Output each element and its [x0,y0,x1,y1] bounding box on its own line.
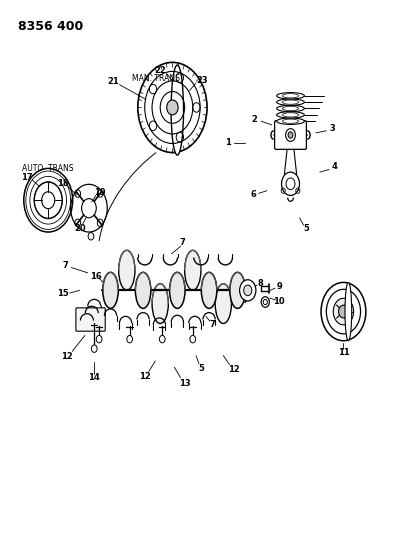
Text: 15: 15 [56,288,68,297]
Text: 2: 2 [251,115,257,124]
Circle shape [91,345,97,352]
Ellipse shape [282,94,298,98]
Ellipse shape [276,99,303,106]
Text: 21: 21 [107,77,119,86]
Circle shape [189,335,195,343]
Text: 17: 17 [21,173,32,182]
Text: 10: 10 [273,297,284,306]
Ellipse shape [152,284,168,324]
Circle shape [159,335,165,343]
Text: 23: 23 [196,76,207,85]
Text: 5: 5 [198,364,203,373]
Ellipse shape [282,119,298,123]
Text: 16: 16 [90,271,101,280]
FancyBboxPatch shape [274,120,306,149]
Text: 4: 4 [331,163,337,171]
Text: 3: 3 [328,124,334,133]
Circle shape [281,172,299,196]
Circle shape [126,335,132,343]
Text: 12: 12 [61,352,73,361]
Circle shape [326,289,360,334]
Ellipse shape [201,272,216,309]
Text: 13: 13 [178,378,190,387]
Circle shape [285,178,294,190]
Text: 5: 5 [302,224,308,233]
Text: 20: 20 [74,224,85,233]
FancyBboxPatch shape [76,308,105,331]
Text: 9: 9 [276,282,281,291]
Text: 7: 7 [179,238,185,247]
Text: 7: 7 [63,261,68,270]
Text: 19: 19 [94,188,106,197]
Ellipse shape [215,284,231,324]
Ellipse shape [276,118,303,124]
Circle shape [261,297,269,308]
Ellipse shape [282,100,298,104]
Text: 8356 400: 8356 400 [18,20,83,33]
Circle shape [239,280,255,301]
Ellipse shape [276,112,303,118]
Text: 8: 8 [257,279,263,288]
Circle shape [96,335,102,343]
Ellipse shape [276,106,303,112]
Text: 18: 18 [56,179,68,188]
Text: 1: 1 [224,139,230,148]
Circle shape [88,232,94,240]
Ellipse shape [135,272,151,309]
Text: 7: 7 [242,296,248,305]
Text: 12: 12 [139,372,150,381]
Text: MAN. TRANS: MAN. TRANS [132,74,180,83]
Circle shape [243,285,251,296]
Text: 22: 22 [154,66,166,75]
Circle shape [288,132,292,138]
Text: 7: 7 [209,320,215,329]
Ellipse shape [344,282,351,341]
Ellipse shape [118,251,135,290]
Ellipse shape [184,251,200,290]
Text: 6: 6 [249,190,255,199]
Circle shape [166,100,178,115]
Circle shape [285,128,294,141]
Ellipse shape [103,272,118,309]
Text: 14: 14 [88,373,100,382]
Ellipse shape [171,65,183,155]
Ellipse shape [229,272,245,309]
Ellipse shape [169,272,184,309]
Circle shape [333,298,353,325]
Text: 11: 11 [337,348,348,357]
Text: 12: 12 [227,365,239,374]
Text: AUTO  TRANS: AUTO TRANS [22,164,74,173]
Ellipse shape [282,113,298,117]
Circle shape [338,305,348,318]
Ellipse shape [276,93,303,99]
Ellipse shape [282,107,298,111]
